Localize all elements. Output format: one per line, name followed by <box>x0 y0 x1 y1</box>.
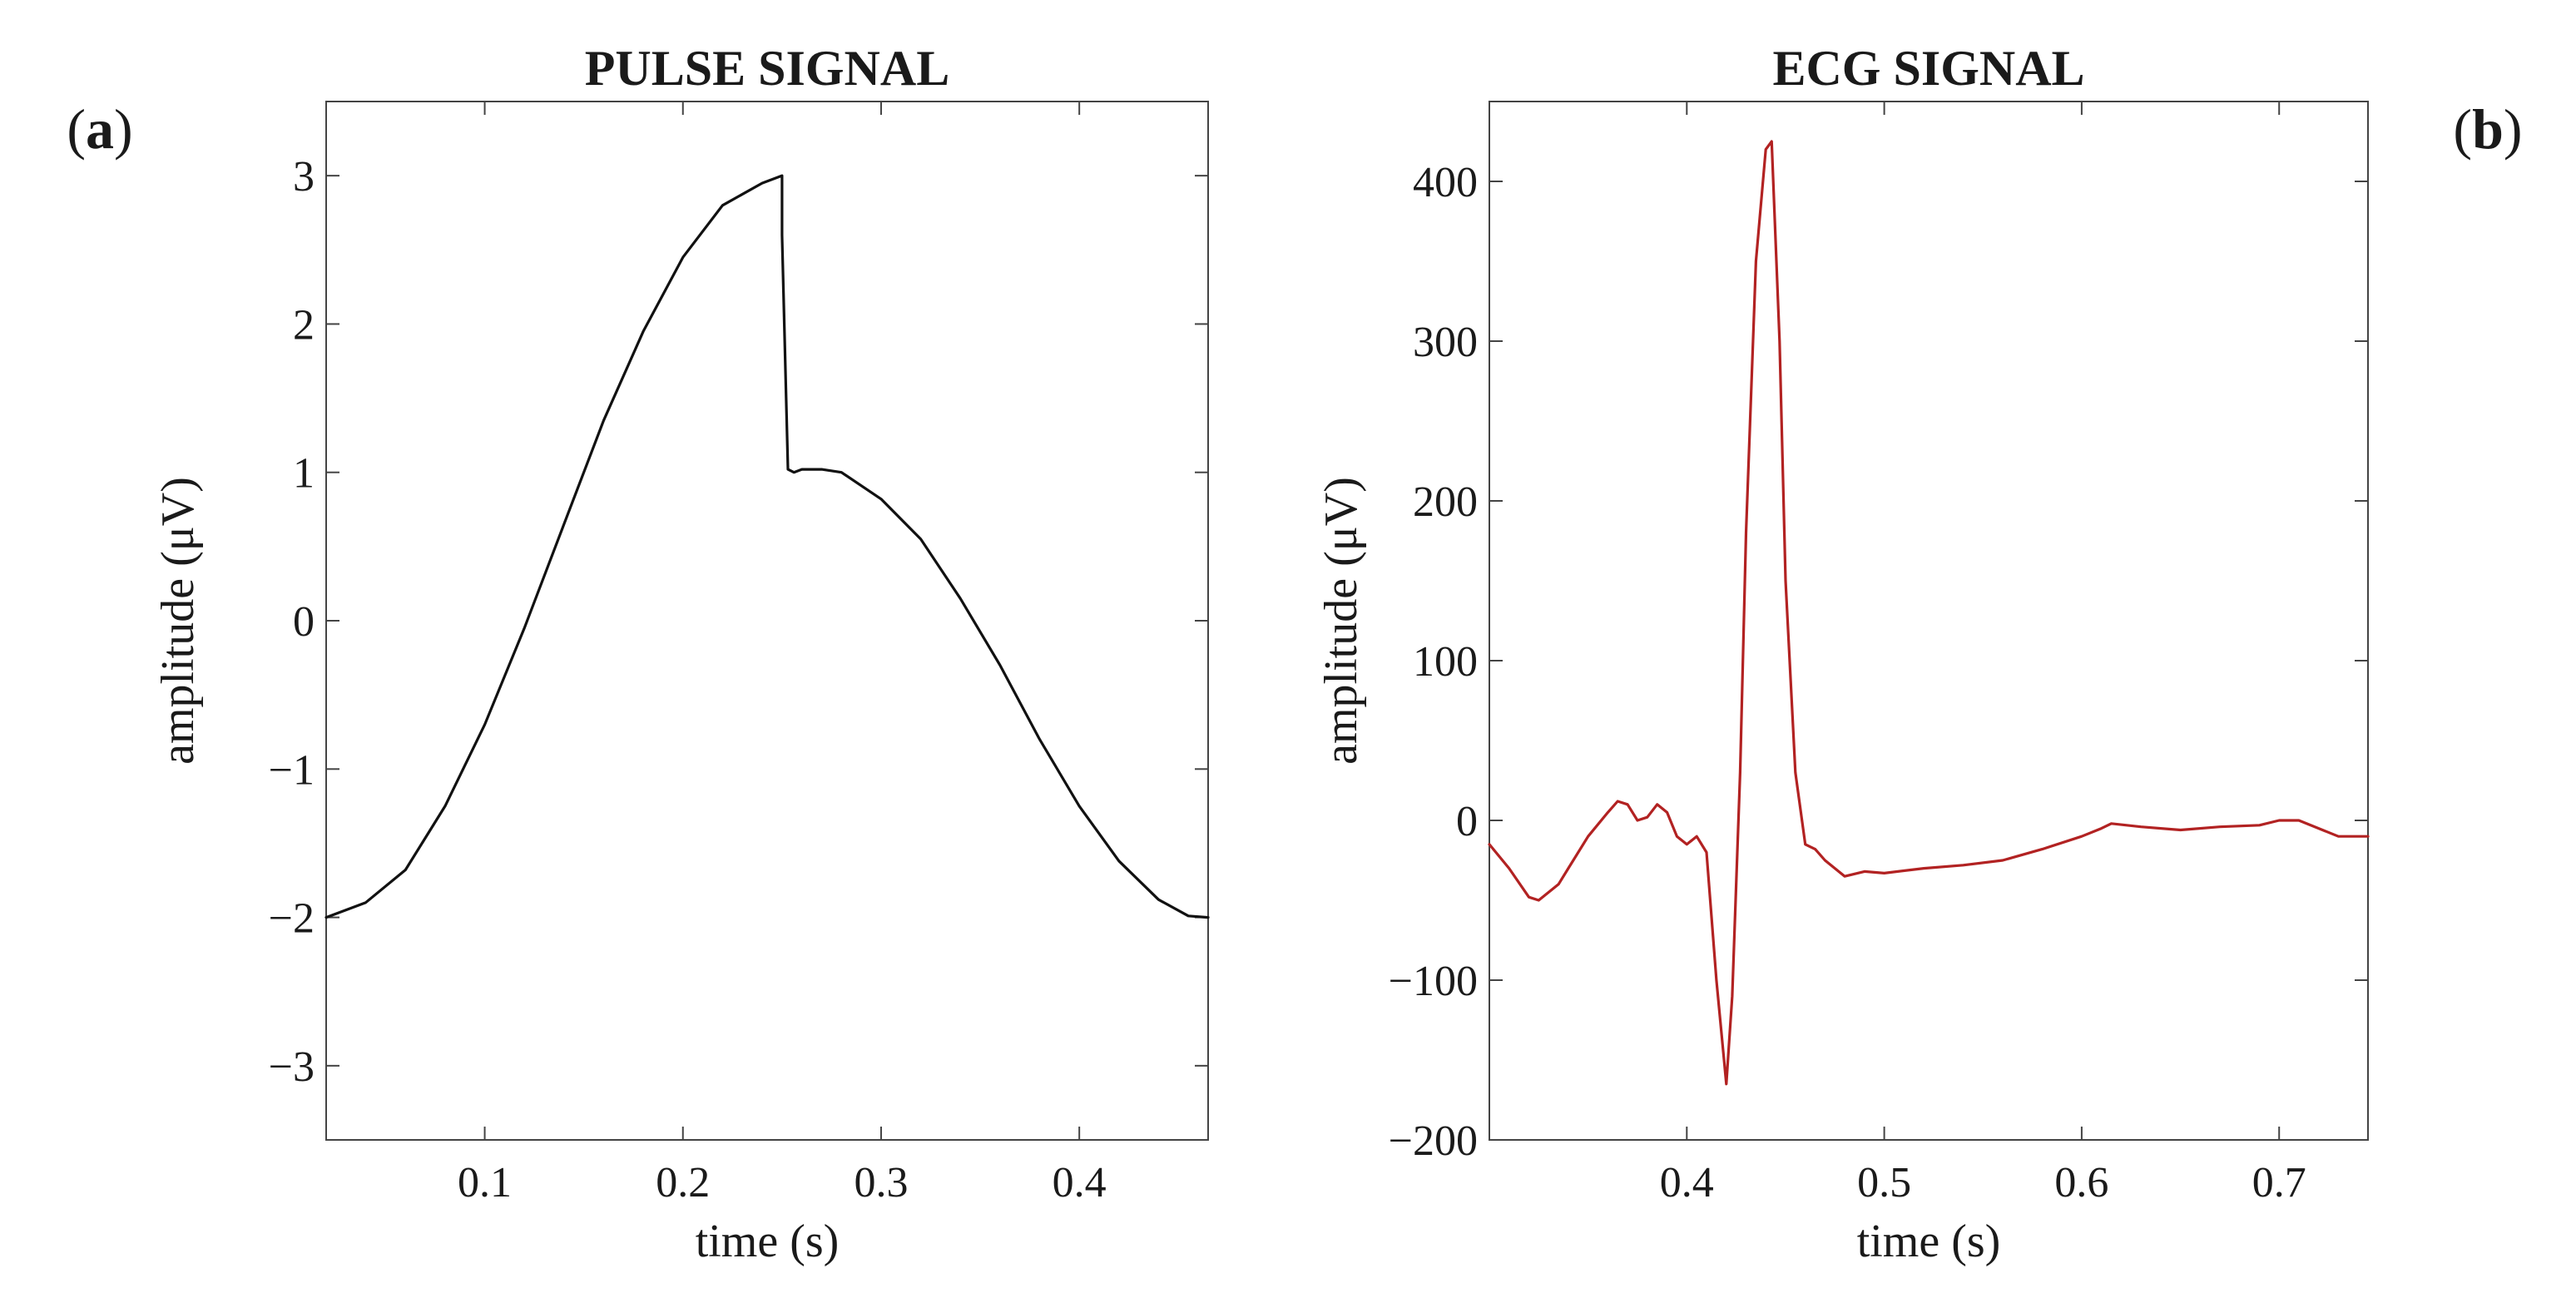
series-line-a <box>324 174 1210 919</box>
y-axis-label: amplitude (μV) <box>152 477 204 765</box>
x-tick-label: 0.5 <box>1857 1159 1911 1206</box>
y-tick-label: 3 <box>293 153 315 201</box>
y-tick-label: 0 <box>293 598 315 646</box>
x-tick-label: 0.4 <box>1660 1159 1714 1206</box>
chart-panel-a: (a) PULSE SIGNAL 0.1 0.2 0.3 0.4 −3 −2 −1 0 1 2 3 tim… <box>67 41 1210 1267</box>
y-tick-label: −200 <box>1389 1117 1478 1165</box>
plot-frame <box>325 101 1209 1141</box>
y-tick-label: −2 <box>269 895 315 943</box>
y-tick-label: −100 <box>1389 958 1478 1005</box>
chart-panel-b: (b) ECG SIGNAL 0.4 0.5 0.6 0.7 −200 −100 0 100 200… <box>1315 41 2523 1267</box>
y-tick-label: 300 <box>1413 319 1478 366</box>
y-tick-label: 400 <box>1413 159 1478 206</box>
y-tick-label: 200 <box>1413 478 1478 526</box>
series-line-b <box>1488 140 2370 1086</box>
y-axis-label: amplitude (μV) <box>1315 477 1367 765</box>
x-tick-label: 0.7 <box>2252 1159 2306 1206</box>
x-tick-label: 0.6 <box>2054 1159 2108 1206</box>
x-tick-label: 0.2 <box>656 1159 710 1206</box>
x-axis-label: time (s) <box>696 1216 840 1267</box>
y-tick-label: −3 <box>269 1043 315 1091</box>
plot-frame <box>1489 101 2369 1141</box>
y-tick-label: 0 <box>1456 798 1478 845</box>
y-tick-label: −1 <box>269 746 315 794</box>
panel-label: (a) <box>67 97 132 161</box>
x-tick-label: 0.3 <box>854 1159 908 1206</box>
chart-title: PULSE SIGNAL <box>585 41 949 96</box>
panel-label: (b) <box>2453 97 2522 161</box>
x-tick-label: 0.1 <box>458 1159 512 1206</box>
chart-title: ECG SIGNAL <box>1772 41 2084 96</box>
y-tick-label: 1 <box>293 450 315 498</box>
y-tick-label: 2 <box>293 301 315 349</box>
y-tick-label: 100 <box>1413 638 1478 686</box>
x-axis-label: time (s) <box>1857 1216 2001 1267</box>
x-tick-label: 0.4 <box>1053 1159 1107 1206</box>
